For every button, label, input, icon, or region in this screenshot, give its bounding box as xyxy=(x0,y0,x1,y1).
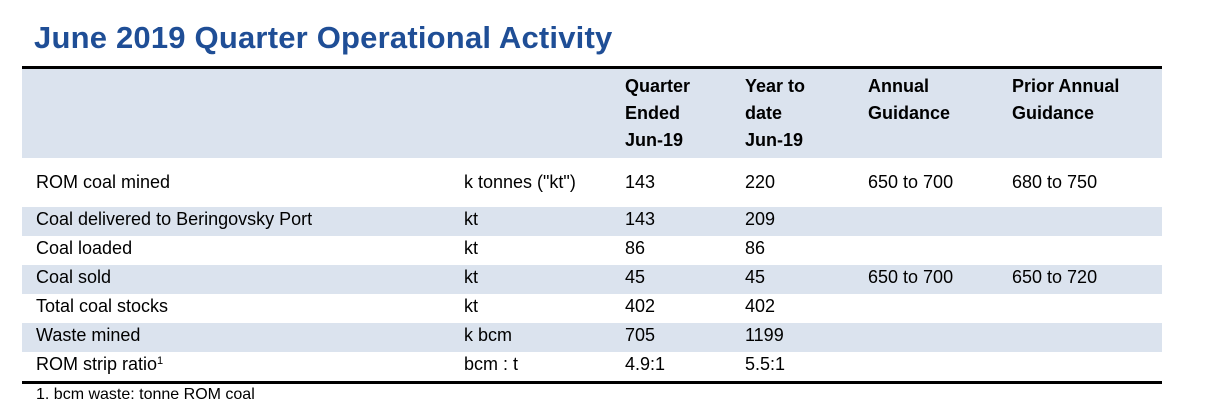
row-label: ROM strip ratio1 xyxy=(36,354,164,374)
header-annual-guidance: Annual Guidance xyxy=(868,76,951,123)
row-prior-guidance: 650 to 720 xyxy=(1012,267,1098,287)
row-quarter-value: 143 xyxy=(625,172,656,192)
table-row: Total coal stocks kt 402 402 xyxy=(22,294,1162,323)
row-label: Coal loaded xyxy=(36,238,133,258)
row-label: Coal sold xyxy=(36,267,112,287)
row-ytd-value: 209 xyxy=(745,209,776,229)
row-ytd-value: 220 xyxy=(745,172,776,192)
operational-activity-table: Quarter Ended Jun-19 Year to date Jun-19… xyxy=(22,66,1162,384)
row-quarter-value: 402 xyxy=(625,296,656,316)
table-row: Coal sold kt 45 45 650 to 700 650 to 720 xyxy=(22,265,1162,294)
row-unit: kt xyxy=(464,267,479,287)
table-row: ROM strip ratio1 bcm : t 4.9:1 5.5:1 xyxy=(22,352,1162,381)
row-ytd-value: 402 xyxy=(745,296,776,316)
row-unit: k tonnes ("kt") xyxy=(464,172,576,192)
row-unit: kt xyxy=(464,238,479,258)
row-unit: k bcm xyxy=(464,325,513,345)
table-row: Coal delivered to Beringovsky Port kt 143 2… xyxy=(22,207,1162,236)
row-label: Coal delivered to Beringovsky Port xyxy=(36,209,313,229)
row-ytd-value: 45 xyxy=(745,267,766,287)
row-annual-guidance: 650 to 700 xyxy=(868,267,954,287)
table-body: ROM coal mined k tonnes ("kt") 143 220 650 t… xyxy=(22,159,1162,381)
footnote-marker: 1 xyxy=(157,355,164,367)
row-label: Total coal stocks xyxy=(36,296,169,316)
row-quarter-value: 4.9:1 xyxy=(625,354,666,374)
row-quarter-value: 86 xyxy=(625,238,646,258)
header-prior-annual-guidance: Prior Annual Guidance xyxy=(1012,76,1120,123)
row-unit: kt xyxy=(464,209,479,229)
row-quarter-value: 705 xyxy=(625,325,656,345)
header-year-to-date: Year to date Jun-19 xyxy=(745,76,806,150)
row-unit: bcm : t xyxy=(464,354,519,374)
table-row: Waste mined k bcm 705 1199 xyxy=(22,323,1162,352)
row-quarter-value: 143 xyxy=(625,209,656,229)
table-row: Coal loaded kt 86 86 xyxy=(22,236,1162,265)
row-unit: kt xyxy=(464,296,479,316)
page-title: June 2019 Quarter Operational Activity xyxy=(34,20,613,55)
row-annual-guidance: 650 to 700 xyxy=(868,172,954,192)
header-quarter-ended: Quarter Ended Jun-19 xyxy=(625,76,691,150)
row-quarter-value: 45 xyxy=(625,267,646,287)
table-row: ROM coal mined k tonnes ("kt") 143 220 650 t… xyxy=(22,159,1162,207)
row-ytd-value: 1199 xyxy=(745,325,784,345)
row-label: Waste mined xyxy=(36,325,141,345)
row-ytd-value: 5.5:1 xyxy=(745,354,786,374)
footnote: 1. bcm waste: tonne ROM coal xyxy=(36,386,255,403)
row-label: ROM coal mined xyxy=(36,172,171,192)
table-header: Quarter Ended Jun-19 Year to date Jun-19… xyxy=(22,69,1162,159)
row-ytd-value: 86 xyxy=(745,238,766,258)
row-prior-guidance: 680 to 750 xyxy=(1012,172,1098,192)
